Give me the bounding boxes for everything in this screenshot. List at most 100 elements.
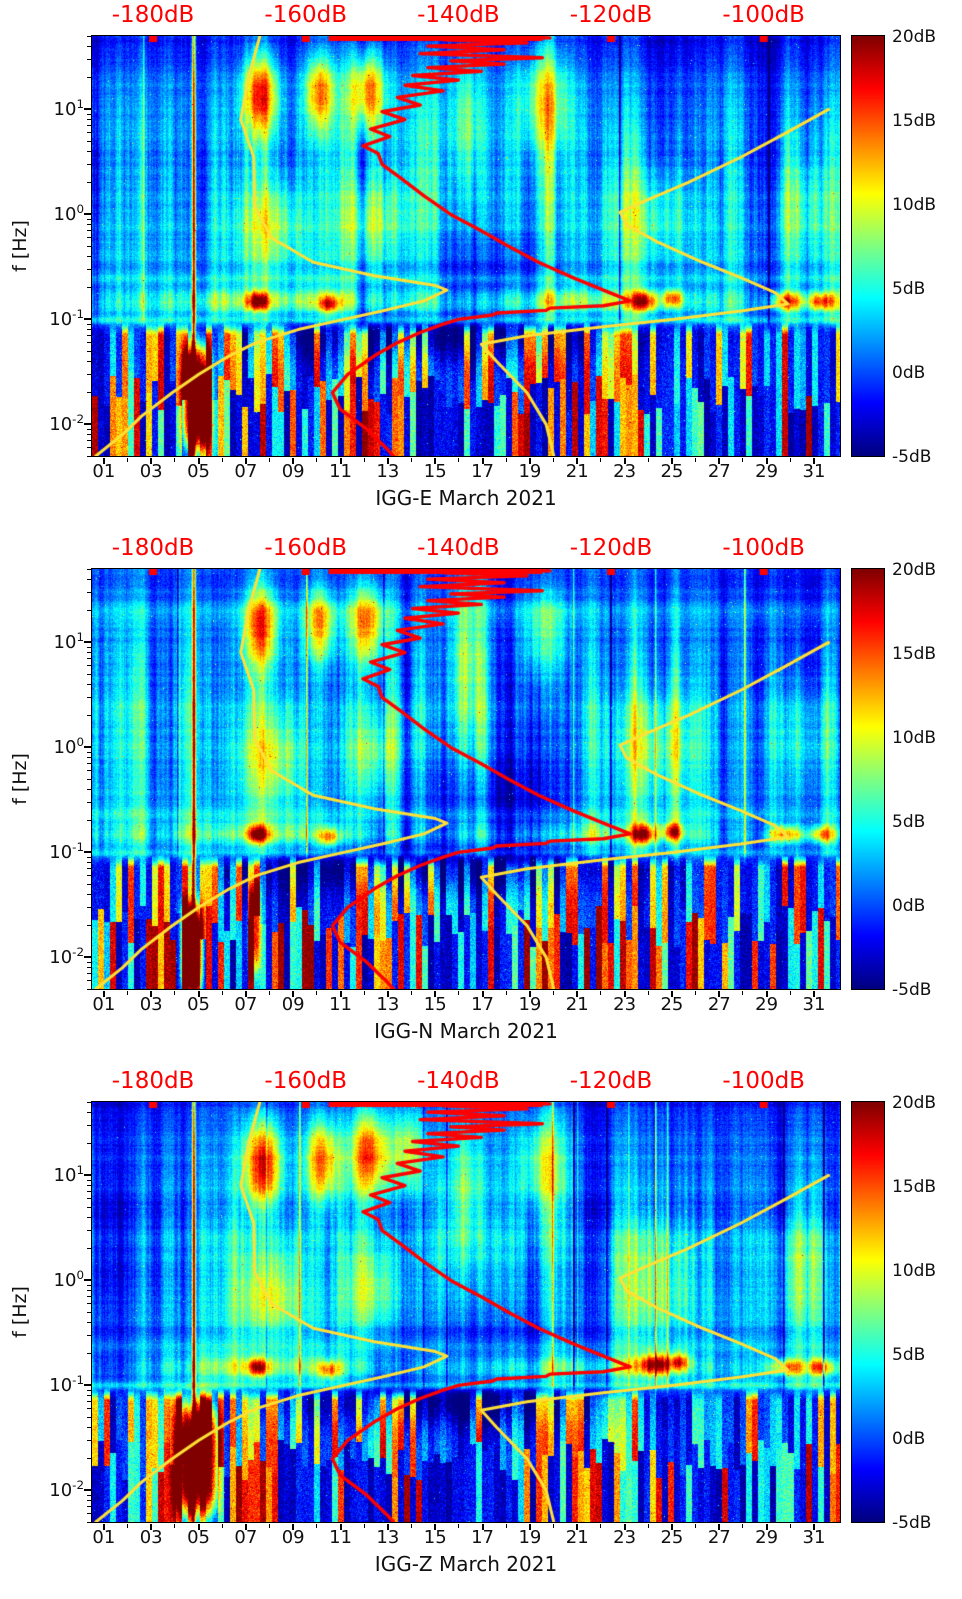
- colorbar-tick-label: 20dB: [892, 560, 937, 580]
- y-axis-minor-tick: [87, 1500, 91, 1502]
- x-axis-tick: [647, 1524, 649, 1528]
- y-axis-tick: [84, 746, 91, 749]
- x-tick-label: 17: [471, 461, 495, 482]
- colorbar-n: [851, 568, 885, 990]
- panel-title-n: IGG-N March 2021: [374, 1019, 558, 1043]
- x-axis-tick: [812, 991, 815, 997]
- y-axis-minor-tick: [87, 150, 91, 152]
- colorbar-tick-label: -5dB: [892, 980, 932, 1000]
- y-axis-minor-tick: [87, 801, 91, 803]
- y-tick-label: 10-2: [49, 1478, 84, 1502]
- y-axis-minor-tick: [87, 673, 91, 675]
- x-tick-label: 23: [613, 994, 637, 1015]
- x-tick-label: 25: [660, 461, 684, 482]
- x-axis-tick: [765, 1524, 768, 1530]
- x-tick-label: 19: [518, 1527, 542, 1548]
- x-axis-tick: [576, 458, 579, 464]
- y-axis-minor-tick: [87, 715, 91, 717]
- y-axis-minor-tick: [87, 757, 91, 759]
- y-axis-label: f [Hz]: [9, 1286, 31, 1338]
- y-axis-tick: [84, 423, 91, 426]
- y-axis-minor-tick: [87, 1395, 91, 1397]
- y-axis-minor-tick: [87, 1389, 91, 1391]
- y-axis-minor-tick: [87, 350, 91, 352]
- y-axis-minor-tick: [87, 45, 91, 47]
- top-axis-db-label: -140dB: [417, 2, 500, 28]
- x-axis-tick: [269, 458, 271, 462]
- x-axis-tick: [386, 1524, 389, 1530]
- y-axis-minor-tick: [87, 113, 91, 115]
- y-axis-minor-tick: [87, 1296, 91, 1298]
- y-axis-minor-tick: [87, 1229, 91, 1231]
- y-axis-minor-tick: [87, 287, 91, 289]
- spectrogram-heatmap-e: [91, 35, 841, 457]
- x-axis-tick: [363, 458, 365, 462]
- colorbar-tick-label: 15dB: [892, 111, 937, 131]
- top-axis-db-label: -180dB: [111, 2, 195, 28]
- x-axis-tick: [695, 991, 697, 995]
- top-axis-db-label: -160dB: [264, 535, 347, 561]
- y-axis-tick: [84, 956, 91, 959]
- x-tick-label: 25: [660, 994, 684, 1015]
- x-axis-tick: [718, 1524, 721, 1530]
- x-axis-tick: [221, 458, 223, 462]
- x-tick-label: 23: [613, 461, 637, 482]
- y-axis-minor-tick: [87, 1439, 91, 1441]
- x-axis-tick: [528, 991, 531, 997]
- x-tick-label: 29: [755, 994, 779, 1015]
- top-axis-db-label: -100dB: [722, 1068, 805, 1094]
- x-axis-tick: [150, 991, 153, 997]
- x-tick-label: 21: [565, 461, 589, 482]
- x-tick-label: 11: [329, 1527, 352, 1548]
- x-axis-tick: [553, 1524, 555, 1528]
- colorbar-tick-label: 0dB: [892, 896, 926, 916]
- x-axis-tick: [481, 458, 484, 464]
- y-axis-minor-tick: [87, 967, 91, 969]
- colorbar-tick-label: -5dB: [892, 447, 932, 467]
- y-axis-minor-tick: [87, 255, 91, 257]
- x-tick-label: 25: [660, 1527, 684, 1548]
- x-axis-tick: [718, 458, 721, 464]
- x-axis-tick: [742, 991, 744, 995]
- y-axis-minor-tick: [87, 1191, 91, 1193]
- x-tick-label: 01: [92, 994, 116, 1015]
- y-axis-tick: [84, 213, 91, 216]
- y-axis-minor-tick: [87, 440, 91, 442]
- x-tick-label: 19: [518, 994, 542, 1015]
- panel-title-e: IGG-E March 2021: [375, 486, 557, 510]
- colorbar-tick-label: 5dB: [892, 1345, 926, 1365]
- y-axis-minor-tick: [87, 652, 91, 654]
- x-axis-tick: [812, 1524, 815, 1530]
- y-axis-minor-tick: [87, 447, 91, 449]
- y-axis-label: f [Hz]: [9, 220, 31, 272]
- y-axis-minor-tick: [87, 1198, 91, 1200]
- x-tick-label: 07: [234, 994, 258, 1015]
- y-axis-tick: [84, 1174, 91, 1177]
- x-axis-tick: [339, 991, 342, 997]
- top-axis-db-label: -180dB: [111, 1068, 195, 1094]
- x-axis-tick: [411, 1524, 413, 1528]
- x-tick-label: 07: [234, 1527, 258, 1548]
- x-axis-tick: [458, 991, 460, 995]
- x-axis-tick: [221, 1524, 223, 1528]
- x-axis-tick: [600, 1524, 602, 1528]
- x-tick-label: 01: [92, 1527, 116, 1548]
- top-axis-db-label: -120dB: [569, 535, 653, 561]
- x-tick-label: 07: [234, 461, 258, 482]
- x-tick-label: 17: [471, 1527, 495, 1548]
- x-tick-label: 03: [139, 1527, 163, 1548]
- x-axis-tick: [363, 991, 365, 995]
- y-axis-minor-tick: [87, 35, 91, 37]
- colorbar-tick-label: 10dB: [892, 195, 937, 215]
- y-axis-minor-tick: [87, 988, 91, 990]
- y-axis-minor-tick: [87, 906, 91, 908]
- x-axis-tick: [481, 991, 484, 997]
- y-axis-minor-tick: [87, 751, 91, 753]
- x-axis-tick: [647, 458, 649, 462]
- x-axis-tick: [197, 991, 200, 997]
- x-axis-tick: [481, 1524, 484, 1530]
- y-tick-label: 10-2: [49, 945, 84, 969]
- x-axis-tick: [269, 1524, 271, 1528]
- x-tick-label: 03: [139, 461, 163, 482]
- x-tick-label: 23: [613, 1527, 637, 1548]
